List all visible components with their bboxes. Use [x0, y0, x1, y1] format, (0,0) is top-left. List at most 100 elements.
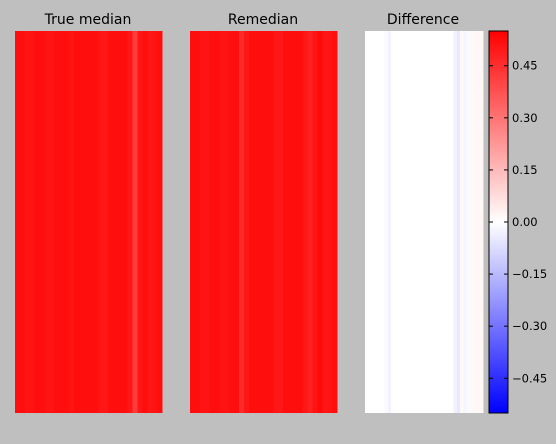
heatmap-column — [98, 31, 104, 413]
heatmap-column — [273, 31, 279, 413]
heatmap-column — [430, 31, 435, 413]
heatmap-column — [127, 31, 134, 413]
heatmap-column — [473, 31, 478, 413]
heatmap-column — [204, 31, 211, 413]
heatmap-column — [34, 31, 41, 413]
heatmap-column — [365, 31, 369, 413]
heatmap-column — [378, 31, 382, 413]
heatmap-column — [278, 31, 284, 413]
heatmap-column — [397, 31, 402, 413]
heatmap-column — [24, 31, 31, 413]
heatmap-column — [142, 31, 148, 413]
heatmap-column — [437, 31, 441, 413]
heatmap-column — [288, 31, 294, 413]
heatmap-column — [117, 31, 124, 413]
heatmap-column — [219, 31, 225, 413]
heatmap-column — [433, 31, 438, 413]
colorbar-tick-label: 0.15 — [512, 163, 538, 177]
heatmap-column — [322, 31, 328, 413]
colorbar-tick-label: −0.15 — [512, 267, 547, 281]
heatmap-column — [476, 31, 481, 413]
heatmap-column — [387, 31, 392, 413]
heatmap-column — [113, 31, 119, 413]
heatmap-column — [327, 31, 333, 413]
heatmap-column — [374, 31, 379, 413]
heatmap-column — [258, 31, 265, 413]
heatmap-column — [424, 31, 428, 413]
heatmap-panel-remedian — [190, 31, 338, 413]
heatmap-panel-difference — [365, 31, 484, 413]
heatmap-column — [283, 31, 289, 413]
heatmap-column — [292, 31, 299, 413]
heatmap-column — [371, 31, 376, 413]
colorbar-tick-label: 0.00 — [512, 215, 538, 229]
heatmap-column — [469, 31, 474, 413]
heatmap-column — [199, 31, 206, 413]
heatmap-column — [384, 31, 389, 413]
heatmap-column — [54, 31, 60, 413]
heatmap-column — [263, 31, 269, 413]
heatmap-column — [108, 31, 114, 413]
colorbar-ticks: 0.45 0.30 0.15 0.00 −0.15 −0.30 −0.45 — [489, 59, 547, 385]
heatmap-column — [460, 31, 464, 413]
heatmap-column — [450, 31, 455, 413]
heatmap-column — [407, 31, 412, 413]
heatmap-column — [420, 31, 425, 413]
heatmap-column — [248, 31, 255, 413]
heatmap-column — [312, 31, 318, 413]
heatmap-column — [307, 31, 314, 413]
heatmap-column — [64, 31, 70, 413]
heatmap-column — [83, 31, 90, 413]
heatmap-column — [68, 31, 75, 413]
heatmap-column — [410, 31, 415, 413]
heatmap-column — [19, 31, 26, 413]
heatmap-column — [381, 31, 386, 413]
heatmap-column — [73, 31, 80, 413]
heatmap-column — [194, 31, 201, 413]
heatmap-column — [401, 31, 405, 413]
heatmap-column — [49, 31, 55, 413]
heatmap-column — [456, 31, 461, 413]
heatmap-column — [427, 31, 432, 413]
heatmap-column — [404, 31, 409, 413]
heatmap-column — [190, 31, 196, 413]
heatmap-panel-true-median — [15, 31, 163, 413]
heatmap-column — [103, 31, 109, 413]
heatmap-column — [443, 31, 448, 413]
heatmap-column — [88, 31, 94, 413]
colorbar-tick-label: 0.45 — [512, 59, 538, 73]
heatmap-column — [224, 31, 230, 413]
heatmap-column — [268, 31, 274, 413]
heatmap-column — [391, 31, 396, 413]
heatmap-column — [137, 31, 143, 413]
heatmap-column — [29, 31, 36, 413]
heatmap-column — [157, 31, 163, 413]
heatmap-column — [39, 31, 45, 413]
heatmap-column — [78, 31, 85, 413]
heatmap-column — [253, 31, 260, 413]
heatmap-column — [463, 31, 468, 413]
colorbar-tick-label: 0.30 — [512, 111, 538, 125]
heatmap-column — [394, 31, 399, 413]
colorbar: 0.45 0.30 0.15 0.00 −0.15 −0.30 −0.45 — [488, 30, 547, 414]
heatmap-column — [122, 31, 129, 413]
heatmap-column — [440, 31, 445, 413]
heatmap-column — [414, 31, 419, 413]
heatmap-column — [466, 31, 471, 413]
heatmap-column — [446, 31, 451, 413]
heatmap-column — [44, 31, 50, 413]
panel-title-remedian: Remedian — [228, 12, 298, 28]
heatmap-column — [302, 31, 309, 413]
heatmap-column — [147, 31, 153, 413]
heatmap-column — [417, 31, 422, 413]
heatmap-column — [15, 31, 21, 413]
heatmap-column — [234, 31, 240, 413]
heatmap-column — [239, 31, 245, 413]
heatmap-column — [152, 31, 158, 413]
heatmap-column — [297, 31, 304, 413]
heatmap-column — [479, 31, 484, 413]
panel-title-difference: Difference — [387, 12, 459, 28]
heatmap-column — [453, 31, 458, 413]
